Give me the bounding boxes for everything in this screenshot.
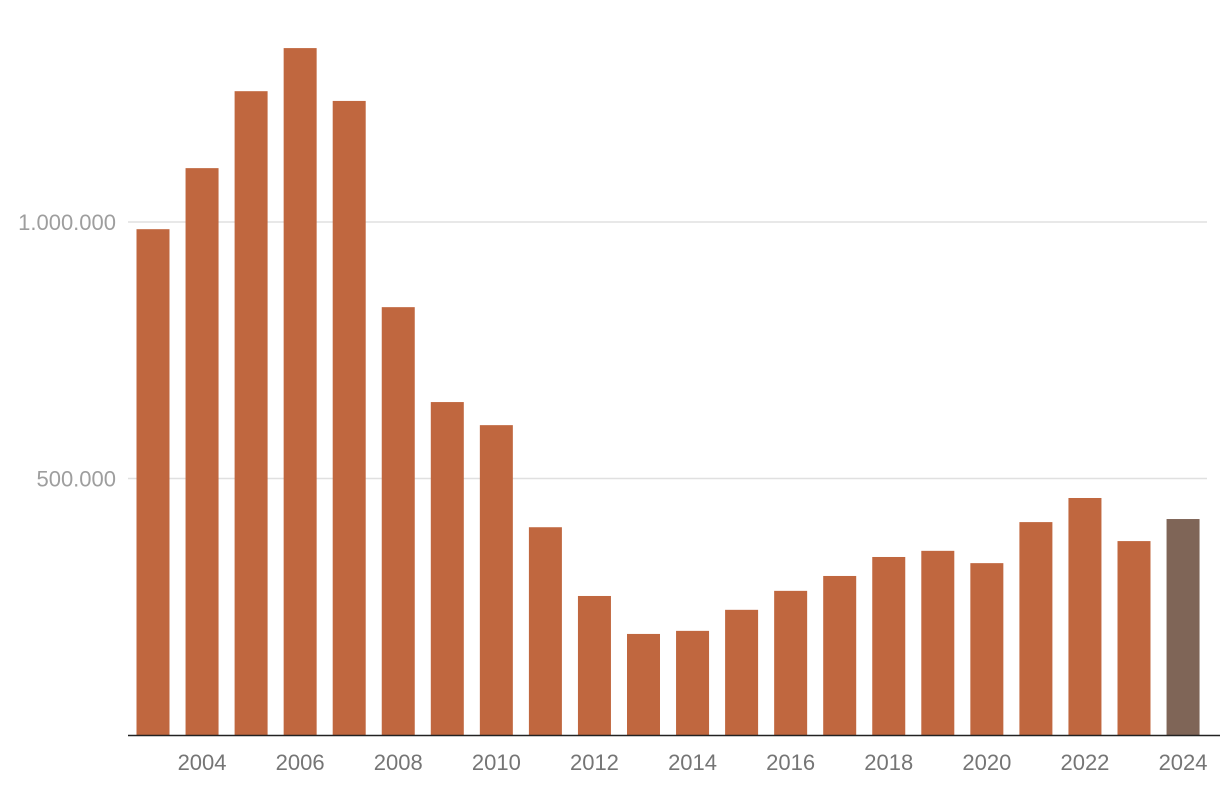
x-tick-label: 2016 xyxy=(766,750,815,775)
x-tick-labels: 2004 2006 2008 2010 2012 2014 2016 2018 2020 2022… xyxy=(178,750,1208,775)
bar-2022 xyxy=(1068,497,1102,735)
bar-2010 xyxy=(479,425,513,735)
bar-2018 xyxy=(872,556,906,735)
bar-2016 xyxy=(774,590,808,735)
x-tick-label: 2004 xyxy=(178,750,227,775)
bar-2019 xyxy=(921,550,955,735)
bar-2009 xyxy=(430,402,464,735)
x-tick-label: 2008 xyxy=(374,750,423,775)
bar-2005 xyxy=(234,91,268,735)
bar-2015 xyxy=(725,609,759,735)
bar-2008 xyxy=(381,307,415,735)
bar-2004 xyxy=(185,168,219,735)
bar-2012 xyxy=(577,595,611,735)
bar-2017 xyxy=(823,575,857,735)
x-tick-label: 2010 xyxy=(472,750,521,775)
bar-2013 xyxy=(627,633,660,735)
x-tick-label: 2018 xyxy=(864,750,913,775)
bar-2006 xyxy=(283,48,317,735)
bar-2020 xyxy=(970,563,1004,735)
bar-2014 xyxy=(676,630,710,735)
bar-2011 xyxy=(528,527,562,735)
bar-2003 xyxy=(136,229,170,735)
x-tick-label: 2006 xyxy=(276,750,325,775)
bar-2021 xyxy=(1019,522,1053,735)
x-tick-label: 2022 xyxy=(1060,750,1109,775)
bar-2023 xyxy=(1117,541,1151,735)
bar-2007 xyxy=(332,100,366,735)
bars xyxy=(136,48,1200,735)
bar-2024 xyxy=(1166,519,1200,735)
y-tick-label: 500.000 xyxy=(36,467,116,492)
y-tick-label: 1.000.000 xyxy=(18,210,116,235)
x-tick-label: 2020 xyxy=(962,750,1011,775)
x-tick-label: 2024 xyxy=(1159,750,1208,775)
x-tick-label: 2012 xyxy=(570,750,619,775)
x-tick-label: 2014 xyxy=(668,750,717,775)
